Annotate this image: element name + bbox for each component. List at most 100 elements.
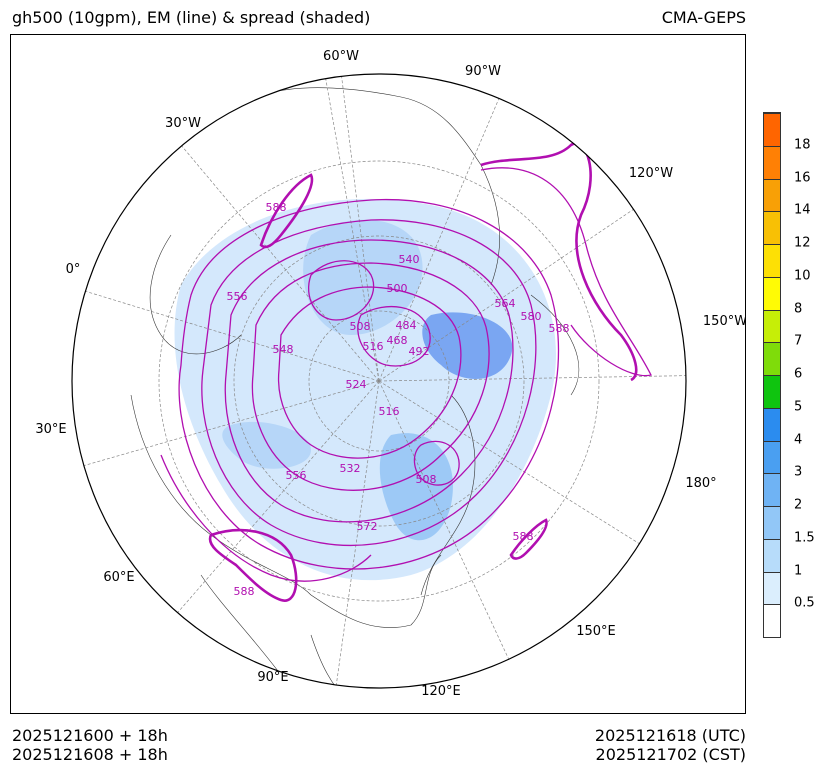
meridian-label: 180° — [685, 476, 716, 491]
meridian-label: 120°W — [629, 166, 673, 181]
colorbar-cell — [764, 309, 780, 343]
colorbar-tick-label: 5 — [794, 399, 803, 415]
coastlines — [130, 87, 580, 688]
init-time-block: 2025121600 + 18h 2025121608 + 18h — [12, 726, 168, 764]
valid-time-block: 2025121618 (UTC) 2025121702 (CST) — [595, 726, 746, 764]
colorbar-tick-label: 0.5 — [794, 595, 815, 611]
contour-label: 588 — [549, 322, 570, 335]
contour-label: 508 — [350, 320, 371, 333]
meridian-line — [325, 78, 380, 382]
spread-area — [174, 198, 556, 581]
contour-label: 556 — [286, 469, 307, 482]
contour-line — [357, 305, 431, 367]
chart-title: gh500 (10gpm), EM (line) & spread (shade… — [12, 8, 371, 27]
height-contours — [160, 167, 652, 582]
meridian-label: 60°E — [103, 570, 134, 585]
colorbar-cell — [764, 571, 780, 605]
colorbar — [763, 112, 781, 638]
colorbar-tick-label: 2 — [794, 497, 803, 513]
parallel-circle — [233, 235, 525, 527]
meridian-line — [181, 145, 380, 382]
colorbar-tick-label: 18 — [794, 137, 811, 153]
colorbar-cell — [764, 244, 780, 277]
spread-shading — [174, 198, 556, 581]
contour-line — [307, 260, 375, 321]
colorbar-cell — [764, 145, 780, 179]
colorbar-cell — [764, 178, 780, 212]
colorbar-tick-label: 16 — [794, 170, 811, 185]
contour-label: 556 — [227, 290, 248, 303]
colorbar-cell — [764, 473, 780, 506]
meridian-label: 90°E — [257, 670, 288, 685]
contour-label: 500 — [387, 282, 408, 295]
colorbar-cell — [764, 211, 780, 244]
init-time-cst: 2025121608 + 18h — [12, 745, 168, 764]
contour-line — [178, 198, 560, 570]
contour-label: 524 — [346, 378, 367, 391]
colorbar-tick-label: 1 — [794, 563, 803, 578]
contour-label: 588 — [234, 585, 255, 598]
contour-labels: 588 556 540 500 564 580 588 484 468 508 516 492 548 5… — [227, 201, 570, 598]
colorbar-cell — [764, 440, 780, 474]
colorbar-tick-label: 7 — [794, 333, 803, 349]
contour-label: 516 — [379, 405, 400, 418]
parallel-circle — [308, 310, 450, 452]
contour-588 — [509, 518, 548, 560]
colorbar-cell — [764, 407, 780, 441]
meridian-label: 30°W — [165, 116, 201, 131]
colorbar-cell — [764, 276, 780, 310]
polar-map: 60°W 90°W 120°W 150°W 180° 150°E 120°E 90°E 60°E… — [35, 49, 745, 699]
contour-label: 468 — [387, 334, 408, 347]
colorbar-cell — [764, 342, 780, 375]
model-name: CMA-GEPS — [661, 8, 746, 27]
map-boundary — [71, 73, 687, 689]
colorbar-tick-label: 8 — [794, 301, 803, 316]
meridian-label: 150°E — [576, 624, 616, 639]
meridian-label: 150°W — [703, 314, 745, 329]
parallel-circle — [158, 160, 600, 602]
map-frame: 60°W 90°W 120°W 150°W 180° 150°E 120°E 90°E 60°E… — [10, 34, 746, 714]
colorbar-cell — [764, 375, 780, 408]
meridian-line — [341, 76, 380, 382]
colorbar-tick-label: 1.5 — [794, 530, 815, 546]
contour-label: 580 — [521, 310, 542, 323]
contour-line — [224, 239, 514, 523]
meridian-line — [378, 209, 634, 382]
contour-label: 508 — [416, 473, 437, 486]
spread-area — [222, 421, 311, 469]
meridian-label: 0° — [66, 262, 81, 277]
contour-label: 540 — [399, 253, 420, 266]
meridian-line — [85, 290, 380, 382]
contour-588 — [208, 528, 298, 602]
contour-line — [160, 454, 372, 582]
contour-label: 588 — [266, 201, 287, 214]
meridian-line — [378, 380, 510, 660]
colorbar-labels: 0.5 1 1.5 2 3 4 5 6 7 8 10 12 14 16 18 — [790, 112, 826, 638]
contour-line — [251, 262, 490, 491]
meridian-label: 120°E — [421, 684, 461, 699]
contour-label: 532 — [340, 462, 361, 475]
spread-area — [422, 312, 513, 379]
colorbar-cell — [764, 113, 780, 146]
meridian-labels: 60°W 90°W 120°W 150°W 180° 150°E 120°E 90°E 60°E… — [35, 49, 745, 699]
contour-line — [277, 286, 462, 459]
meridian-line — [83, 380, 380, 466]
init-time-utc: 2025121600 + 18h — [12, 726, 168, 745]
contour-588 — [259, 173, 314, 249]
contour-label: 516 — [363, 340, 384, 353]
colorbar-tick-label: 10 — [794, 268, 811, 284]
colorbar-cell — [764, 604, 780, 637]
meridian-line — [335, 380, 380, 686]
contour-label: 492 — [409, 345, 430, 358]
valid-time-cst: 2025121702 (CST) — [595, 745, 746, 764]
meridian-label: 30°E — [35, 422, 66, 437]
meridian-label: 90°W — [465, 64, 501, 79]
meridian-label: 60°W — [323, 49, 359, 64]
meridian-line — [177, 380, 380, 613]
contour-line — [201, 219, 537, 547]
contour-line — [480, 167, 652, 377]
colorbar-cell — [764, 506, 780, 539]
contour-label: 588 — [513, 530, 534, 543]
valid-time-utc: 2025121618 (UTC) — [594, 726, 746, 745]
colorbar-tick-label: 6 — [794, 366, 803, 382]
